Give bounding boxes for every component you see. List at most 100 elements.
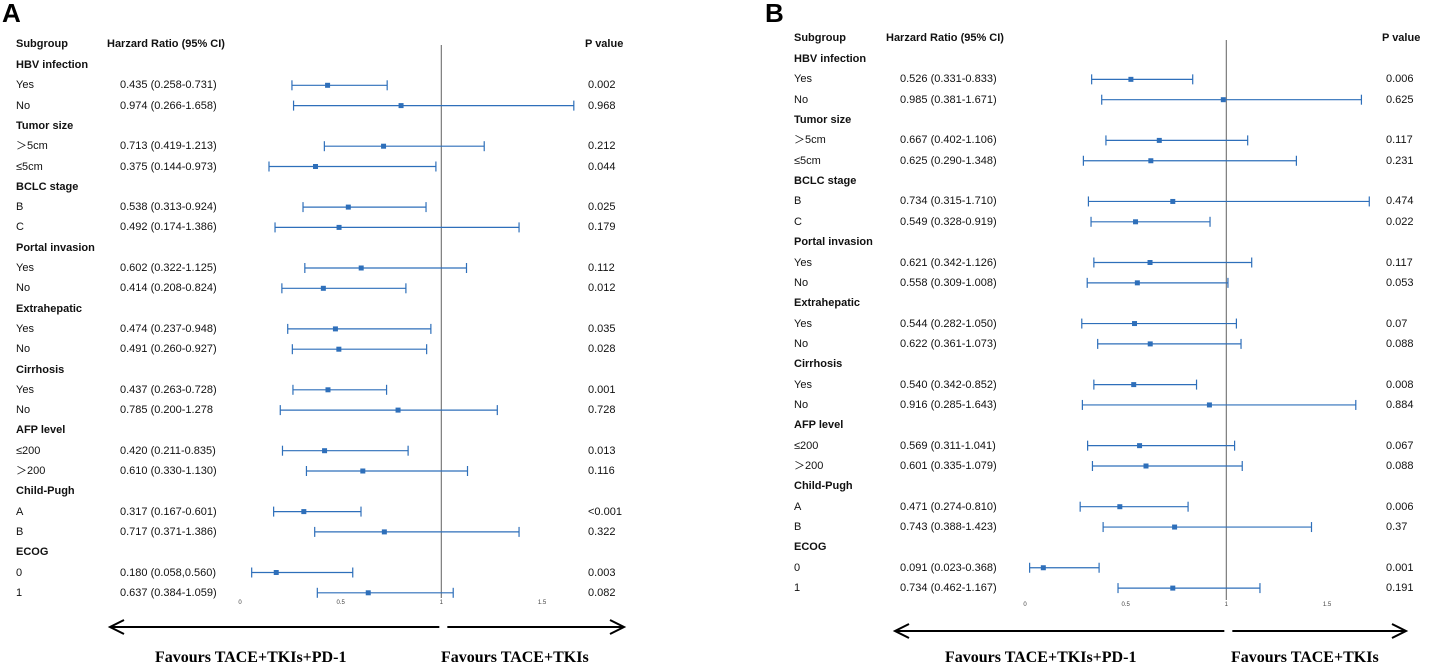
row-label: 0 [16,566,23,579]
row-label: Yes [794,317,812,330]
subgroup-heading: Child-Pugh [794,480,853,493]
hr-point [398,103,404,109]
subgroup-heading: HBV infection [794,53,867,65]
header-p-value: P value [1382,32,1421,44]
forest-plot-svg: 0 0.5 1 1.5 [107,45,627,635]
hr-point [1170,198,1176,204]
p-value: 0.067 [1386,439,1414,452]
hr-point [1148,158,1154,164]
subgroup-heading: Tumor size [16,119,74,132]
x-tick-label: 0 [238,600,242,606]
p-value: 0.37 [1386,521,1408,534]
arrow-right-head [1391,623,1409,639]
arrow-right-head [609,619,627,635]
p-value: 0.053 [1386,276,1414,289]
hazard-ratio-text: 0.974 (0.266-1.658) [120,99,217,112]
forest-plot-panel-b: B Subgroup Harzard Ratio (95% CI) P valu… [765,0,1430,669]
row-label: No [794,398,809,411]
hazard-ratio-text: 0.785 (0.200-1.278 [120,404,213,417]
hr-point [1117,504,1123,510]
row-label: 0 [794,561,801,574]
favours-right-label: Favours TACE+TKIs [441,649,589,666]
row-label: ≤200 [794,439,819,452]
p-value: 0.179 [588,221,616,234]
row-label: No [16,99,31,112]
hr-point [381,143,387,149]
hr-point [365,590,371,596]
hr-point [301,509,307,515]
hr-point [1220,97,1226,103]
hr-point [1143,463,1149,469]
p-value: 0.028 [588,343,616,356]
hr-point [322,448,328,454]
p-value: 0.117 [1386,134,1413,147]
x-tick-label: 0.5 [1121,602,1130,608]
row-label: Yes [794,378,812,391]
p-value: 0.212 [588,140,616,153]
hr-point [1147,260,1153,265]
hazard-ratio-text: 0.625 (0.290-1.348) [900,154,997,167]
hazard-ratio-text: 0.474 (0.237-0.948) [120,322,217,335]
hr-point [1134,280,1140,286]
hazard-ratio-text: 0.610 (0.330-1.130) [120,465,217,477]
row-label: Yes [16,322,34,335]
row-label: Yes [794,256,812,269]
row-label: ≤5cm [16,160,43,173]
p-value: 0.474 [1386,195,1414,208]
p-value: 0.088 [1386,337,1414,350]
hr-point [395,407,401,413]
subgroup-heading: AFP level [16,424,66,437]
row-label: ≤5cm [794,154,821,167]
hr-point [1206,402,1212,408]
subgroup-heading: Cirrhosis [794,358,843,371]
panel-label: B [765,0,784,28]
p-value: 0.088 [1386,460,1414,472]
hazard-ratio-text: 0.558 (0.309-1.008) [900,276,997,289]
hr-point [1170,585,1176,591]
p-value: 0.231 [1386,154,1414,167]
row-label: No [16,343,31,356]
hr-point [345,204,351,210]
p-value: 0.968 [588,99,616,112]
row-label: 1 [16,586,23,599]
hr-point [332,326,338,332]
p-value: 0.044 [588,160,616,173]
p-value: 0.116 [588,465,615,477]
header-hazard-ratio: Harzard Ratio (95% CI) [107,38,225,50]
p-value: 0.008 [1386,378,1414,391]
p-value: 0.191 [1386,582,1414,595]
row-label: ＞5cm [16,140,48,153]
row-label: Yes [16,262,34,274]
hr-point [1137,443,1143,449]
row-label: B [16,525,24,538]
hr-point [1040,565,1046,571]
hazard-ratio-text: 0.667 (0.402-1.106) [900,134,997,147]
hazard-ratio-text: 0.538 (0.313-0.924) [120,201,217,214]
hazard-ratio-text: 0.734 (0.462-1.167) [900,582,997,595]
subgroup-heading: ECOG [794,541,827,554]
panel-label: A [2,0,21,28]
hazard-ratio-text: 0.471 (0.274-0.810) [900,500,997,513]
hazard-ratio-text: 0.916 (0.285-1.643) [900,398,997,411]
header-p-value: P value [585,38,624,50]
hazard-ratio-text: 0.717 (0.371-1.386) [120,525,217,538]
hazard-ratio-text: 0.621 (0.342-1.126) [900,256,997,269]
forest-plot-panel-a: A Subgroup Harzard Ratio (95% CI) P valu… [0,0,700,669]
hr-point [1172,524,1178,530]
row-label: B [794,521,802,534]
subgroup-heading: BCLC stage [794,175,857,188]
p-value: 0.022 [1386,215,1414,228]
p-value: 0.082 [588,586,616,599]
row-label: Yes [16,383,34,396]
hazard-ratio-text: 0.526 (0.331-0.833) [900,73,997,86]
p-value: 0.625 [1386,93,1414,106]
hazard-ratio-text: 0.602 (0.322-1.125) [120,262,217,274]
hazard-ratio-text: 0.734 (0.315-1.710) [900,195,997,208]
x-tick-label: 1 [440,600,444,606]
hr-point [1133,219,1139,225]
p-value: 0.884 [1386,398,1414,411]
p-value: 0.001 [1386,561,1414,574]
hazard-ratio-text: 0.091 (0.023-0.368) [900,561,997,574]
subgroup-heading: Extrahepatic [794,297,861,310]
p-value: 0.013 [588,444,616,457]
